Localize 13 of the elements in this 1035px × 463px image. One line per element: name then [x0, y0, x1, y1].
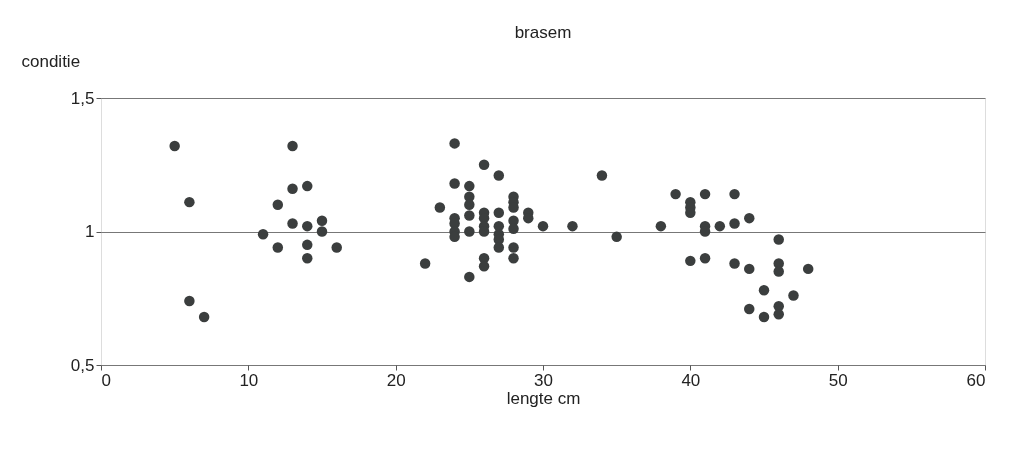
y-tick-label: 1,5 [70, 88, 95, 108]
chart-title: brasem [514, 23, 572, 42]
y-tick-label: 0,5 [70, 355, 95, 375]
x-tick-label: 20 [386, 370, 406, 390]
x-tick-label: 0 [101, 370, 111, 390]
x-axis-title: lengte cm [506, 388, 581, 408]
x-tick-label: 50 [828, 370, 848, 390]
x-tick-label: 60 [966, 370, 986, 390]
y-tick-label: 1 [85, 222, 95, 241]
x-tick-label: 10 [239, 370, 259, 390]
x-tick-label: 40 [681, 370, 701, 390]
y-axis-title: conditie [21, 51, 81, 71]
x-tick-label: 30 [534, 370, 553, 390]
